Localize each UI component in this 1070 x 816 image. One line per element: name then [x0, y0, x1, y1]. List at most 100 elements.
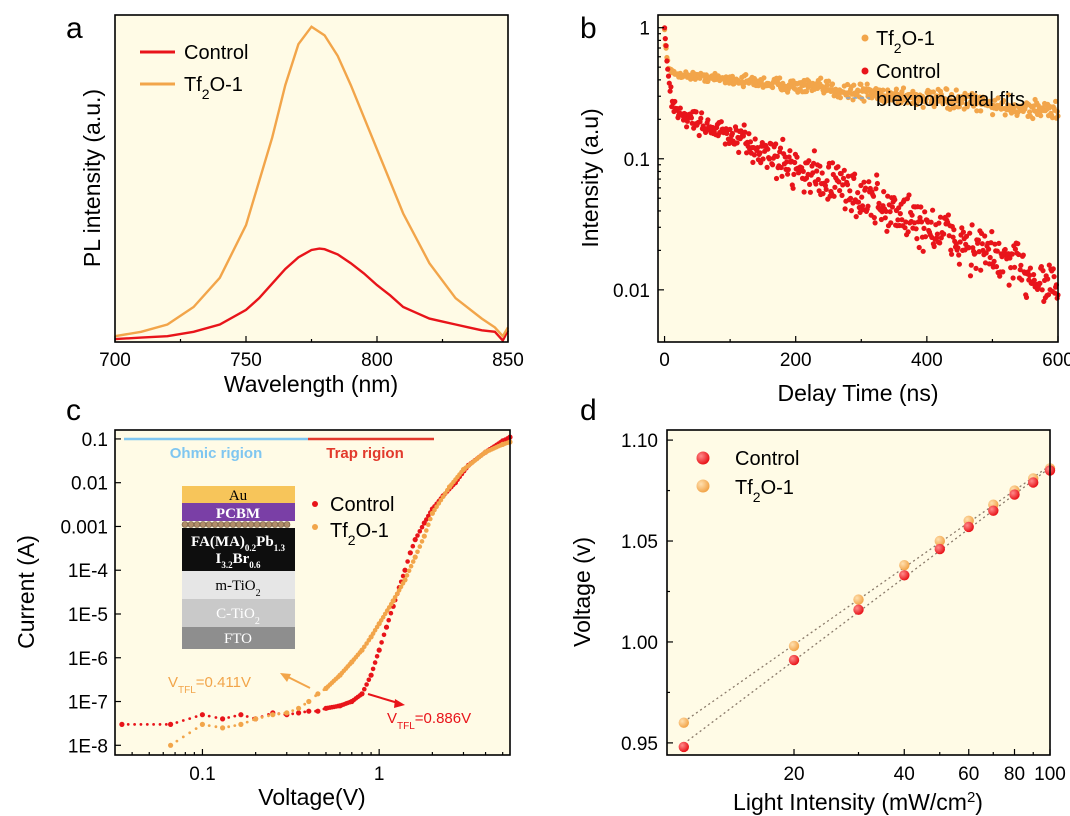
- y-tick-label: 0.1: [624, 150, 650, 171]
- data-point-tf2o: [442, 491, 448, 496]
- x-tick-label: 600: [1042, 350, 1070, 371]
- data-point-control: [1016, 251, 1022, 258]
- vtfl-tf2o-arrowhead: [280, 673, 291, 682]
- data-point-control: [792, 159, 798, 166]
- layer-c-tio2-label: C-TiO2: [216, 606, 260, 627]
- data-point-control: [878, 216, 885, 223]
- data-point-control: [752, 136, 758, 142]
- data-point-control: [824, 178, 830, 184]
- data-point-control: [988, 505, 999, 516]
- data-point-tf2o: [396, 588, 402, 593]
- x-tick-label: 850: [492, 350, 524, 371]
- data-point-tf2o: [884, 97, 890, 104]
- data-point-control: [359, 691, 365, 697]
- data-point-control: [698, 115, 704, 121]
- data-point-control: [842, 206, 848, 212]
- data-point-tf2o: [1053, 98, 1059, 104]
- data-point-tf2o: [743, 72, 749, 78]
- data-point-tf2o: [398, 584, 404, 590]
- data-point-control: [751, 152, 758, 158]
- data-point-tf2o: [942, 96, 948, 102]
- interface-bead: [199, 521, 207, 528]
- data-point-control: [1007, 255, 1013, 261]
- data-point-control: [975, 237, 982, 243]
- data-point-control: [841, 167, 847, 173]
- data-point-tf2o: [214, 725, 218, 729]
- data-point-control: [836, 179, 842, 185]
- data-point-control: [705, 117, 711, 123]
- data-point-tf2o: [855, 88, 862, 94]
- data-point-control: [882, 215, 888, 221]
- data-point-control: [133, 723, 137, 726]
- data-point-control: [982, 260, 989, 266]
- data-point-control: [773, 141, 779, 147]
- data-point-tf2o: [824, 82, 830, 88]
- data-point-control: [794, 154, 800, 160]
- data-point-tf2o: [277, 712, 281, 716]
- data-point-control: [368, 672, 374, 678]
- data-point-tf2o: [380, 614, 386, 620]
- y-tick-label: 0.01: [613, 281, 650, 302]
- data-point-control: [688, 115, 695, 121]
- data-point-control: [840, 182, 846, 188]
- data-point-tf2o: [434, 504, 439, 510]
- data-point-tf2o: [729, 73, 736, 79]
- data-point-control: [777, 145, 784, 151]
- data-point-control: [967, 230, 973, 236]
- data-point-control: [859, 194, 865, 200]
- data-point-tf2o: [372, 628, 378, 633]
- layer-perovskite-label: FA(MA)0.2Pb1.3: [191, 534, 285, 553]
- data-point-tf2o: [1005, 92, 1011, 98]
- data-point-control: [972, 250, 978, 256]
- data-point-tf2o: [417, 544, 423, 549]
- data-point-control: [955, 245, 961, 251]
- data-point-control: [847, 188, 853, 194]
- legend-label-tf2o: Tf2O-1: [735, 477, 794, 505]
- data-point-control: [741, 122, 747, 128]
- y-tick-label: 0.001: [60, 517, 108, 538]
- data-point-control: [227, 716, 231, 719]
- panel-d-series: [678, 463, 1056, 753]
- data-point-tf2o: [168, 742, 174, 748]
- x-tick-label: 400: [911, 350, 943, 371]
- data-point-control: [813, 181, 819, 187]
- interface-bead: [259, 521, 267, 528]
- data-point-control: [757, 150, 763, 156]
- data-point-tf2o: [995, 95, 1001, 101]
- data-point-control: [1050, 266, 1056, 272]
- data-point-control: [814, 168, 820, 174]
- data-point-control: [188, 717, 192, 720]
- data-point-tf2o: [460, 466, 467, 473]
- data-point-control: [168, 721, 174, 728]
- data-point-control: [930, 207, 936, 213]
- data-point-control: [963, 233, 970, 239]
- data-point-control: [1051, 274, 1057, 280]
- data-point-tf2o: [818, 75, 824, 81]
- data-point-control: [1019, 277, 1025, 283]
- data-point-control: [194, 715, 198, 718]
- legend-marker-tf2o: [861, 34, 869, 42]
- data-point-control: [993, 264, 1000, 270]
- data-point-control: [960, 229, 967, 235]
- data-point-tf2o: [893, 86, 900, 92]
- data-point-control: [374, 654, 380, 659]
- data-point-control: [832, 184, 838, 190]
- data-point-control: [928, 219, 934, 225]
- interface-bead: [223, 521, 231, 528]
- data-point-control: [774, 153, 780, 159]
- data-point-control: [889, 204, 896, 210]
- data-point-tf2o: [267, 714, 270, 718]
- data-point-tf2o: [837, 95, 844, 101]
- layer-au: [182, 486, 295, 503]
- interface-molecules: [181, 521, 291, 528]
- data-point-control: [727, 126, 733, 132]
- panel-d-xlabel: Light Intensity (mW/cm2): [733, 789, 983, 816]
- data-point-control: [1006, 282, 1012, 288]
- data-point-control: [764, 164, 770, 170]
- data-point-tf2o: [949, 91, 955, 98]
- data-point-control: [996, 240, 1002, 246]
- data-point-tf2o: [415, 549, 420, 555]
- data-point-control: [362, 686, 367, 692]
- data-point-control: [919, 219, 925, 225]
- data-point-control: [207, 714, 211, 718]
